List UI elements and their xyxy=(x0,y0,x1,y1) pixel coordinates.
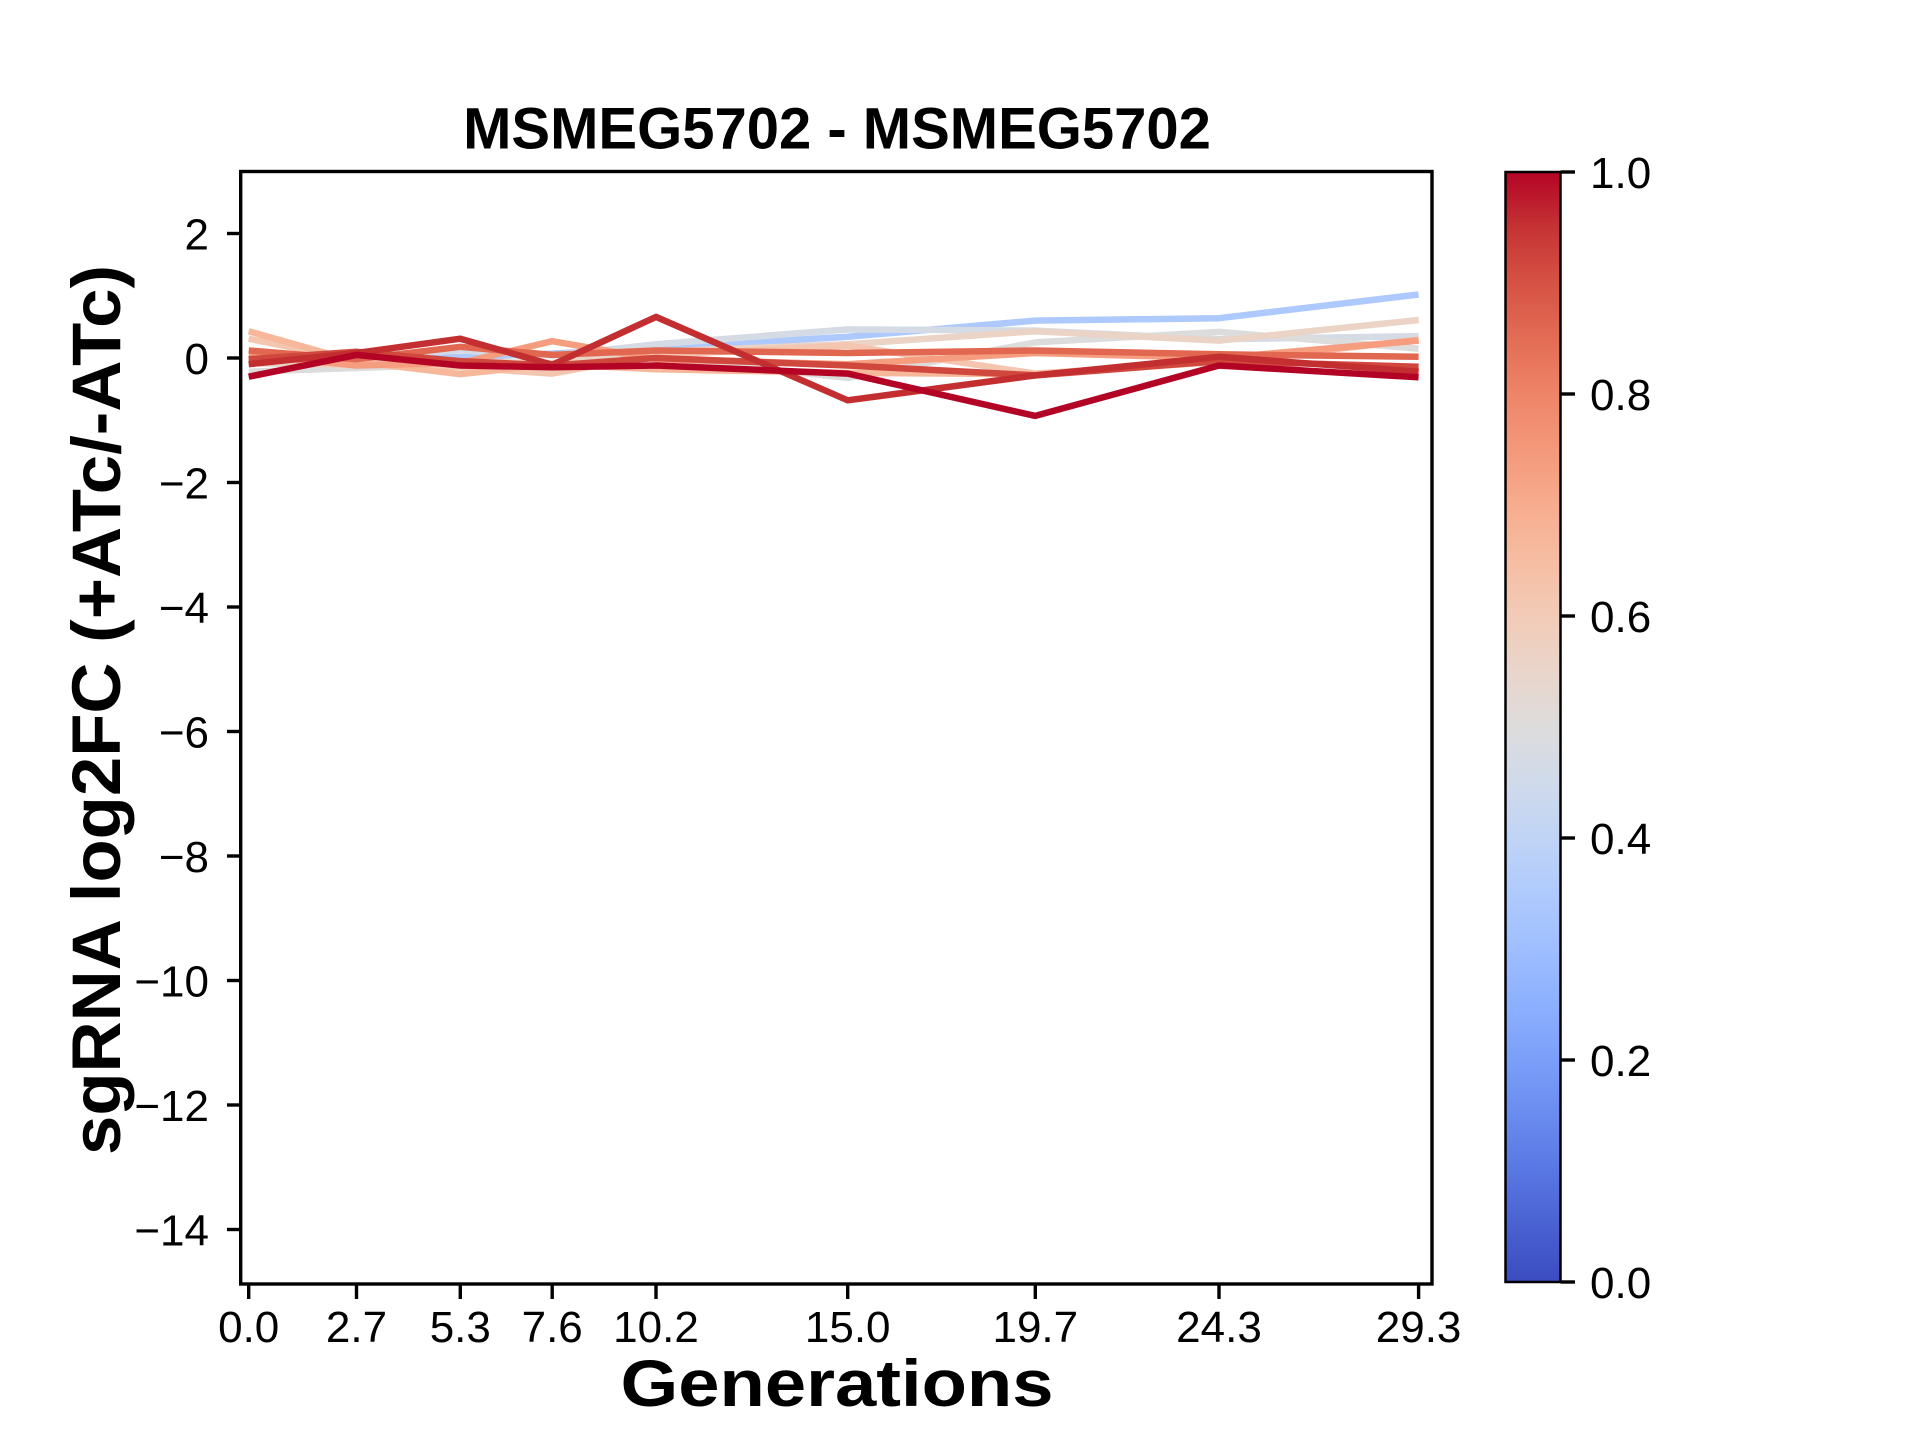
svg-text:sgRNA log2FC (+ATc/-ATc): sgRNA log2FC (+ATc/-ATc) xyxy=(58,265,135,1155)
svg-text:15.0: 15.0 xyxy=(805,1303,891,1352)
svg-text:−4: −4 xyxy=(159,584,209,633)
svg-text:29.3: 29.3 xyxy=(1376,1303,1462,1352)
svg-text:0.0: 0.0 xyxy=(218,1303,279,1352)
svg-text:0: 0 xyxy=(185,335,209,384)
svg-text:10.2: 10.2 xyxy=(613,1303,699,1352)
svg-text:−10: −10 xyxy=(134,958,209,1007)
svg-text:2.7: 2.7 xyxy=(326,1303,387,1352)
svg-text:−12: −12 xyxy=(134,1082,209,1131)
svg-text:2: 2 xyxy=(185,211,209,260)
svg-text:0.2: 0.2 xyxy=(1590,1037,1651,1086)
svg-text:0.4: 0.4 xyxy=(1590,815,1651,864)
svg-text:−14: −14 xyxy=(134,1207,209,1256)
svg-text:Generations: Generations xyxy=(621,1346,1054,1420)
svg-text:−6: −6 xyxy=(159,709,209,758)
svg-text:−8: −8 xyxy=(159,833,209,882)
svg-text:−2: −2 xyxy=(159,460,209,509)
svg-text:5.3: 5.3 xyxy=(430,1303,491,1352)
svg-text:0.8: 0.8 xyxy=(1590,371,1651,420)
svg-text:24.3: 24.3 xyxy=(1176,1303,1262,1352)
svg-text:0.6: 0.6 xyxy=(1590,593,1651,642)
svg-text:MSMEG5702 - MSMEG5702: MSMEG5702 - MSMEG5702 xyxy=(463,97,1211,162)
svg-text:19.7: 19.7 xyxy=(992,1303,1078,1352)
svg-text:1.0: 1.0 xyxy=(1590,149,1651,198)
svg-text:7.6: 7.6 xyxy=(522,1303,583,1352)
svg-text:0.0: 0.0 xyxy=(1590,1259,1651,1308)
